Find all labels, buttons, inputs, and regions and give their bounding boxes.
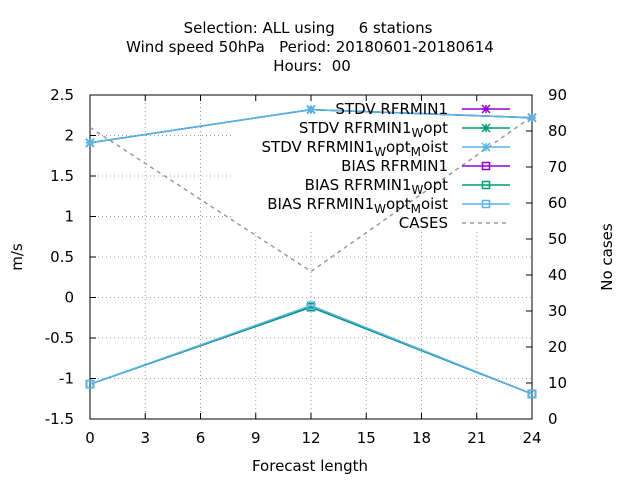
x-tick-label: 0 xyxy=(85,429,95,447)
legend-entry: BIAS RFRMIN1Wopt xyxy=(305,176,510,197)
series-layer xyxy=(85,105,537,399)
axis-ticks: -1.5 -1 -0.5 0 0.5 1 1.5 2 2.5 0 3 6 9 12 15 18 21 24 0 10 2… xyxy=(45,86,567,447)
y2-tick-label: 10 xyxy=(548,374,567,392)
y2-tick-label: 70 xyxy=(548,158,567,176)
legend-label-part: M xyxy=(411,145,421,159)
y-tick-label: -1 xyxy=(59,370,74,388)
legend-label-part: M xyxy=(411,202,421,216)
legend-entry: BIAS RFRMIN1 xyxy=(341,157,510,175)
legend-entry: BIAS RFRMIN1WoptMoist xyxy=(267,195,510,216)
star-point-stroke xyxy=(306,105,316,115)
legend-label-part: W xyxy=(374,202,386,216)
square-point xyxy=(527,389,537,399)
star-point-stroke xyxy=(481,104,491,114)
x-tick-label: 24 xyxy=(522,429,541,447)
legend-entry: STDV RFRMIN1WoptMoist xyxy=(262,138,510,159)
star-point xyxy=(481,123,491,133)
y2-tick-label: 50 xyxy=(548,230,567,248)
y2-tick-label: 80 xyxy=(548,122,567,140)
legend-label-part: W xyxy=(412,183,424,197)
legend-label-part: W xyxy=(374,145,386,159)
legend-label: CASES xyxy=(399,214,448,232)
series-4 xyxy=(85,302,537,399)
title-line-1: Selection: ALL using 6 stations xyxy=(184,19,433,37)
square-point xyxy=(481,199,491,209)
legend-label-part: STDV RFRMIN1 xyxy=(262,138,375,156)
legend-label: BIAS RFRMIN1WoptMoist xyxy=(267,195,448,216)
x-tick-label: 3 xyxy=(140,429,150,447)
x-axis-label: Forecast length xyxy=(252,457,368,475)
title-line-2: Wind speed 50hPa Period: 20180601-201806… xyxy=(126,38,494,56)
legend-entry: STDV RFRMIN1Wopt xyxy=(299,119,510,140)
y-tick-label: -0.5 xyxy=(45,329,74,347)
x-tick-label: 21 xyxy=(467,429,486,447)
grid xyxy=(90,95,532,419)
legend-label-part: BIAS RFRMIN1 xyxy=(267,195,374,213)
legend-label: BIAS RFRMIN1 xyxy=(341,157,448,175)
title-line-3: Hours: 00 xyxy=(273,57,351,75)
legend-label: BIAS RFRMIN1Wopt xyxy=(305,176,448,197)
star-point xyxy=(306,105,316,115)
series-3 xyxy=(85,302,537,399)
y2-tick-label: 40 xyxy=(548,266,567,284)
star-point-stroke xyxy=(527,113,537,123)
legend-label-part: W xyxy=(412,126,424,140)
x-tick-label: 18 xyxy=(412,429,431,447)
square-point xyxy=(481,180,491,190)
legend-label-part: BIAS RFRMIN1 xyxy=(341,157,448,175)
y-tick-label: 0 xyxy=(64,289,74,307)
y-tick-label: 1 xyxy=(64,208,74,226)
star-point xyxy=(481,142,491,152)
y-tick-label: 2 xyxy=(64,127,74,145)
y2-tick-label: 0 xyxy=(548,410,558,428)
y2-tick-label: 30 xyxy=(548,302,567,320)
square-point xyxy=(85,379,95,389)
legend-label-part: opt xyxy=(423,119,448,137)
star-point-stroke xyxy=(481,142,491,152)
y-tick-label: 1.5 xyxy=(50,167,74,185)
x-tick-label: 9 xyxy=(251,429,261,447)
y-axis-label: m/s xyxy=(8,243,26,271)
legend-label-part: opt xyxy=(386,138,411,156)
y2-tick-label: 60 xyxy=(548,194,567,212)
legend-label-part: BIAS RFRMIN1 xyxy=(305,176,412,194)
x-tick-label: 6 xyxy=(196,429,206,447)
legend-label: STDV RFRMIN1 xyxy=(335,100,448,118)
series-2 xyxy=(85,105,537,148)
legend-entry: STDV RFRMIN1 xyxy=(335,100,510,118)
series-5 xyxy=(85,301,537,399)
series-6 xyxy=(89,115,533,273)
y2-axis-label: No cases xyxy=(598,223,616,291)
y2-tick-label: 90 xyxy=(548,86,567,104)
star-point xyxy=(481,104,491,114)
series-line xyxy=(89,115,533,273)
y-tick-label: -1.5 xyxy=(45,410,74,428)
star-point-stroke xyxy=(85,138,95,148)
legend-label-part: opt xyxy=(423,176,448,194)
legend-label-part: oist xyxy=(421,138,448,156)
chart-title: Selection: ALL using 6 stations Wind spe… xyxy=(126,19,494,75)
y2-tick-label: 20 xyxy=(548,338,567,356)
star-point xyxy=(85,138,95,148)
y-tick-label: 0.5 xyxy=(50,248,74,266)
legend-label: STDV RFRMIN1WoptMoist xyxy=(262,138,449,159)
legend-label-part: oist xyxy=(421,195,448,213)
square-point xyxy=(306,301,316,310)
star-point-stroke xyxy=(481,123,491,133)
legend-entry: CASES xyxy=(399,214,510,232)
legend-label-part: STDV RFRMIN1 xyxy=(299,119,412,137)
legend-label: STDV RFRMIN1Wopt xyxy=(299,119,448,140)
y-tick-label: 2.5 xyxy=(50,86,74,104)
square-point xyxy=(481,161,491,171)
x-tick-label: 12 xyxy=(301,429,320,447)
legend-label-part: CASES xyxy=(399,214,448,232)
legend-label-part: opt xyxy=(386,195,411,213)
x-tick-label: 15 xyxy=(357,429,376,447)
legend-label-part: STDV RFRMIN1 xyxy=(335,100,448,118)
series-line xyxy=(89,304,533,395)
